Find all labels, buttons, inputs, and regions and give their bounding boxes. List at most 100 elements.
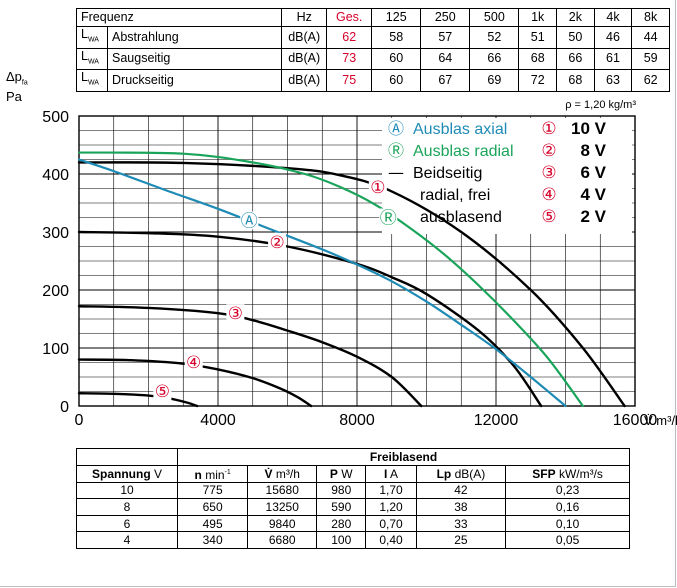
chart: 0 4000 8000 12000 16000 0 100 200 300 400 500 V̇ m³… <box>42 99 677 429</box>
noise-row-value: 68 <box>556 69 595 92</box>
x-axis-label: V̇ m³/h <box>644 413 677 428</box>
perf-group-header-row: Freiblasend <box>76 448 630 466</box>
noise-row-value: 52 <box>469 26 520 49</box>
perf-cell: 8 <box>76 498 178 516</box>
perf-column-unit: min <box>201 467 225 482</box>
legend-left-glyph: Ⓐ <box>388 119 404 138</box>
perf-cell: 340 <box>176 531 249 549</box>
perf-column-header: SFP kW/m³/s <box>505 464 630 483</box>
noise-row-value: 60 <box>371 69 422 92</box>
noise-row-value: 61 <box>593 47 633 70</box>
noise-row-value: 66 <box>556 47 595 70</box>
perf-row: 4 340 6680 100 0,40 25 0,05 <box>76 531 630 549</box>
noise-row-value: 44 <box>631 26 670 49</box>
plot-area-border <box>78 115 636 407</box>
perf-column-symbol: n <box>194 467 202 482</box>
y-tick-label: 400 <box>42 167 69 184</box>
perf-column-symbol: P <box>329 466 338 481</box>
perf-column-unit: dB(A) <box>451 466 486 481</box>
noise-symbol-text: L <box>81 70 88 84</box>
perf-table-body: 10 775 15680 980 1,70 42 0,23 8 650 13250 590 1,20 3… <box>76 481 630 549</box>
y-axis-symbol: Δp <box>6 69 22 84</box>
perf-column-symbol: SFP <box>532 466 556 481</box>
legend-left-text: Ausblas radial <box>413 143 514 160</box>
curve-marker-4: ④ <box>186 353 201 373</box>
y-axis-label: Δpfa Pa <box>6 70 28 103</box>
perf-column-unit: m³/h <box>272 466 300 481</box>
noise-row-value: 51 <box>518 26 558 49</box>
noise-row-ges: 73 <box>326 47 373 70</box>
perf-cell: 0,40 <box>365 531 417 549</box>
x-tick-label: 8000 <box>339 412 375 429</box>
legend-right-text: 8 V <box>580 141 606 160</box>
perf-cell: 9840 <box>247 514 318 533</box>
perf-cell: 0,05 <box>505 531 630 549</box>
legend-right-glyph: ② <box>541 141 556 161</box>
curve-3 <box>77 305 423 408</box>
curve-marker-2: ② <box>269 233 284 253</box>
noise-table: Frequenz Hz Ges. 125 250 500 1k 2k 4k 8k… <box>75 8 670 92</box>
x-tick-label: 0 <box>75 412 84 429</box>
density-note: ρ = 1,20 kg/m³ <box>565 99 636 111</box>
perf-cell: 495 <box>176 514 249 533</box>
perf-column-symbol: Lp <box>436 466 452 481</box>
noise-header-8k: 8k <box>631 8 670 27</box>
perf-cell: 0,10 <box>505 514 630 533</box>
curve-marker-bg <box>368 177 387 196</box>
perf-group-header: Freiblasend <box>177 448 630 466</box>
perf-cell: 280 <box>316 514 367 533</box>
perf-cell: 0,16 <box>505 498 630 516</box>
noise-table-header: Frequenz Hz Ges. 125 250 500 1k 2k 4k 8k <box>75 8 670 27</box>
noise-row-unit: dB(A) <box>281 47 328 70</box>
perf-column-header: I A <box>365 464 417 483</box>
perf-cell: 590 <box>316 498 367 516</box>
noise-header-ges: Ges. <box>326 8 373 27</box>
noise-header-4k: 4k <box>593 8 633 27</box>
y-tick-label: 0 <box>60 399 69 416</box>
perf-cell: 6 <box>76 514 178 533</box>
legend-left-text: Beidseitig <box>413 165 482 182</box>
perf-cell: 33 <box>415 514 507 533</box>
noise-row-label: Druckseitig <box>106 69 283 92</box>
legend-left-text: ausblasend <box>420 209 502 226</box>
perf-cell: 6680 <box>247 531 318 549</box>
noise-row-value: 69 <box>469 69 520 92</box>
perf-column-header: n min-1 <box>176 464 249 483</box>
curve-marker-bg <box>379 208 398 227</box>
curve-marker-bg <box>153 381 172 400</box>
perf-column-header: Spannung V <box>76 464 178 483</box>
perf-cell: 650 <box>176 498 249 516</box>
curve-marker-3: ③ <box>228 304 243 324</box>
perf-cell: 0,70 <box>365 514 417 533</box>
y-tick-label: 300 <box>42 225 69 242</box>
x-tick-label: 16000 <box>613 412 658 429</box>
curve-4 <box>77 358 313 408</box>
noise-header-250: 250 <box>420 8 471 27</box>
perf-column-unit: W <box>337 466 353 481</box>
noise-row: LWA Abstrahlung dB(A) 62 58 57 52 51 50 46 44 <box>76 26 670 49</box>
perf-row: 6 495 9840 280 0,70 33 0,10 <box>76 514 630 533</box>
curve-marker-5: ⑤ <box>155 382 170 402</box>
legend-left-text: radial, frei <box>420 187 490 204</box>
noise-row-value: 68 <box>518 47 558 70</box>
perf-cell: 100 <box>316 531 367 549</box>
legend-right-glyph: ⑤ <box>541 207 556 227</box>
y-tick-label: 500 <box>42 109 69 126</box>
perf-cell: 4 <box>76 531 178 549</box>
perf-column-unit: V <box>150 466 162 481</box>
noise-header-1k: 1k <box>518 8 558 27</box>
noise-symbol-text: L <box>81 27 88 41</box>
legend-background <box>382 118 632 234</box>
perf-column-symbol: Spannung <box>91 466 151 481</box>
perf-column-header: P W <box>316 464 367 483</box>
curve-2 <box>77 230 543 408</box>
curve-marker-A: Ⓐ <box>241 211 258 231</box>
noise-symbol-sub: WA <box>87 36 99 44</box>
curve-A <box>77 158 567 408</box>
noise-row-label: Saugseitig <box>106 47 283 70</box>
curve-marker-bg <box>268 232 287 251</box>
noise-header-125: 125 <box>371 8 422 27</box>
legend-right-text: 2 V <box>580 207 606 226</box>
legend-right-text: 6 V <box>580 163 606 182</box>
